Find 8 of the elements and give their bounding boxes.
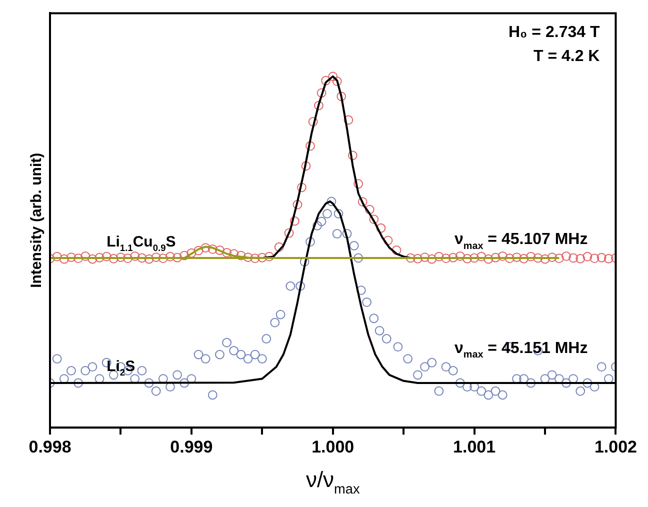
- x-tick-label: 1.002: [594, 437, 638, 456]
- x-tick-label: 0.999: [170, 437, 213, 456]
- x-tick-label: 1.001: [453, 437, 496, 456]
- y-axis-title: Intensity (arb. unit): [28, 152, 46, 288]
- text: T = 4.2 K: [533, 48, 600, 66]
- text: H₀ = 2.734 T: [508, 24, 600, 42]
- x-tick-label: 0.998: [28, 437, 72, 456]
- x-tick-label: 1.000: [312, 437, 354, 456]
